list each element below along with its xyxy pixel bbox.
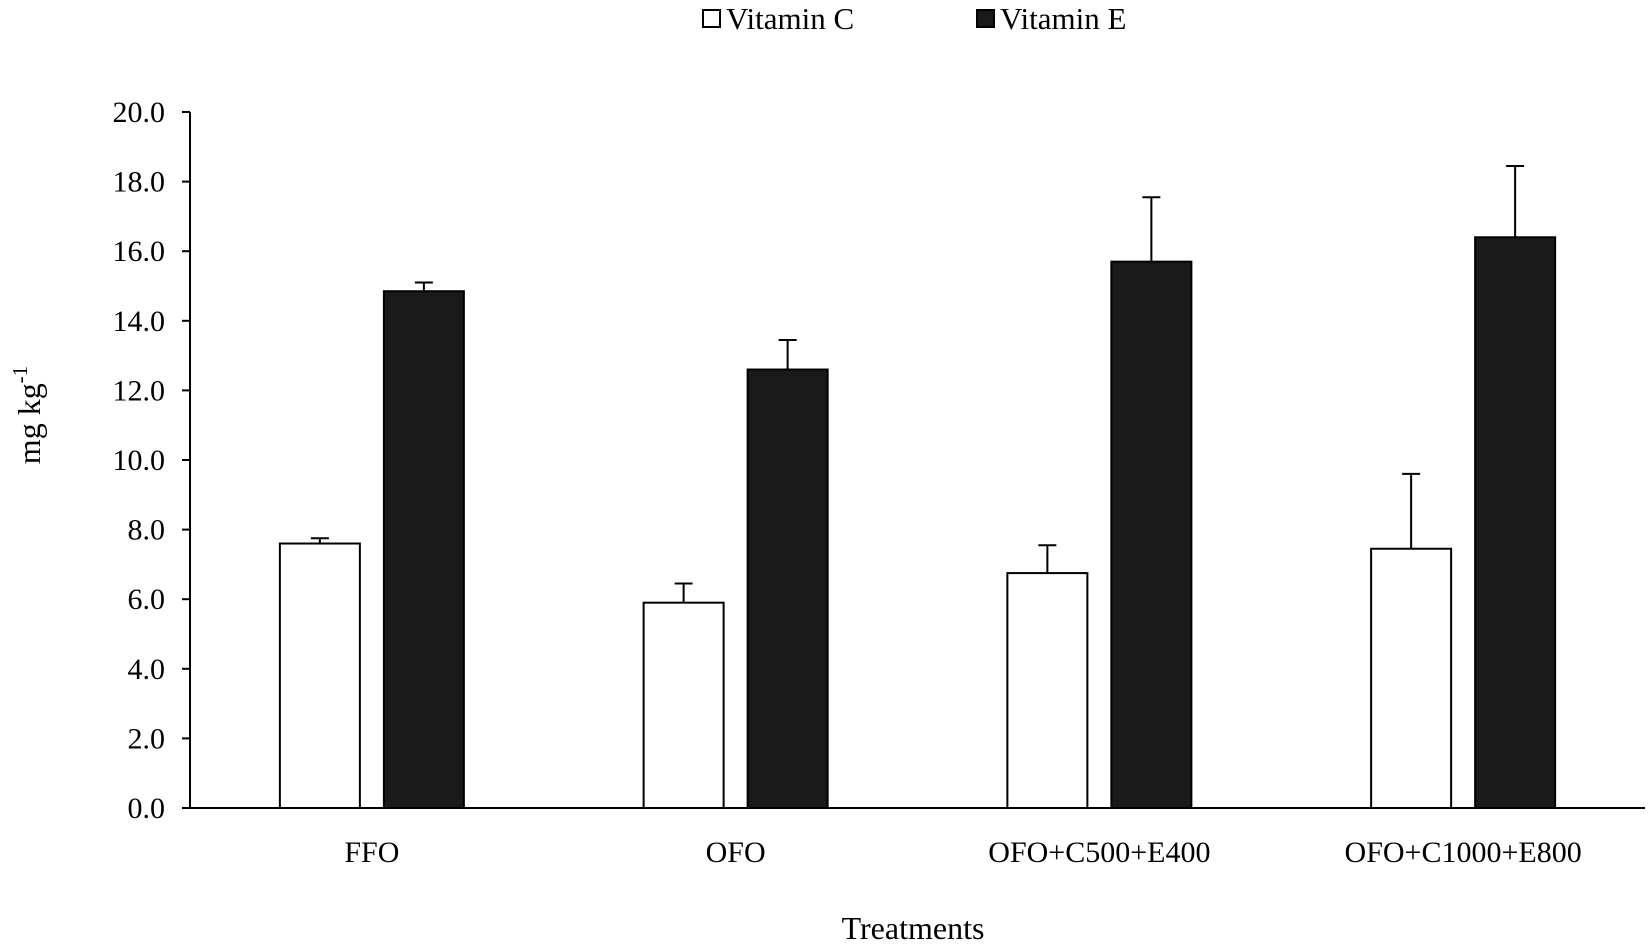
y-tick-label: 0.0 bbox=[128, 792, 166, 825]
legend: Vitamin C Vitamin E bbox=[702, 1, 1126, 36]
x-tick-label: OFO bbox=[706, 836, 766, 869]
y-tick-label: 12.0 bbox=[113, 374, 166, 407]
x-tick-label: OFO+C500+E400 bbox=[988, 836, 1210, 869]
bars bbox=[278, 236, 1557, 810]
bar bbox=[746, 368, 829, 809]
y-tick-label: 4.0 bbox=[128, 653, 166, 686]
y-axis-title: mg kg-1 bbox=[8, 366, 47, 464]
y-axis-title-superscript: -1 bbox=[8, 366, 32, 384]
x-tick-label: FFO bbox=[344, 836, 399, 869]
bar bbox=[1110, 260, 1193, 809]
legend-label: Vitamin C bbox=[726, 1, 854, 36]
y-tick-label: 6.0 bbox=[128, 583, 166, 616]
y-tick-label: 14.0 bbox=[113, 305, 166, 338]
x-axis-title: Treatments bbox=[842, 910, 985, 945]
bar bbox=[1006, 572, 1089, 809]
legend-swatch bbox=[976, 9, 995, 28]
bar bbox=[642, 601, 725, 809]
y-axis: 0.0 2.0 4.0 6.0 8.0 10.0 12.0 14.0 16.0 18.0 20.0 bbox=[113, 96, 191, 825]
y-tick-label: 16.0 bbox=[113, 235, 166, 268]
bar bbox=[278, 542, 361, 810]
y-axis-title-text: mg kg bbox=[11, 383, 47, 464]
y-tick-label: 10.0 bbox=[113, 444, 166, 477]
bar bbox=[382, 290, 465, 810]
error-bars bbox=[310, 164, 1525, 603]
bar bbox=[1370, 547, 1453, 809]
x-tick-label: OFO+C1000+E800 bbox=[1345, 836, 1582, 869]
legend-swatch bbox=[702, 9, 721, 28]
legend-label: Vitamin E bbox=[1000, 1, 1126, 36]
y-tick-label: 8.0 bbox=[128, 514, 166, 547]
y-tick-label: 20.0 bbox=[113, 96, 166, 129]
bar bbox=[1474, 236, 1557, 809]
x-axis: FFO OFO OFO+C500+E400 OFO+C1000+E800 bbox=[190, 807, 1645, 869]
y-tick-label: 18.0 bbox=[113, 166, 166, 199]
y-tick-label: 2.0 bbox=[128, 722, 166, 755]
